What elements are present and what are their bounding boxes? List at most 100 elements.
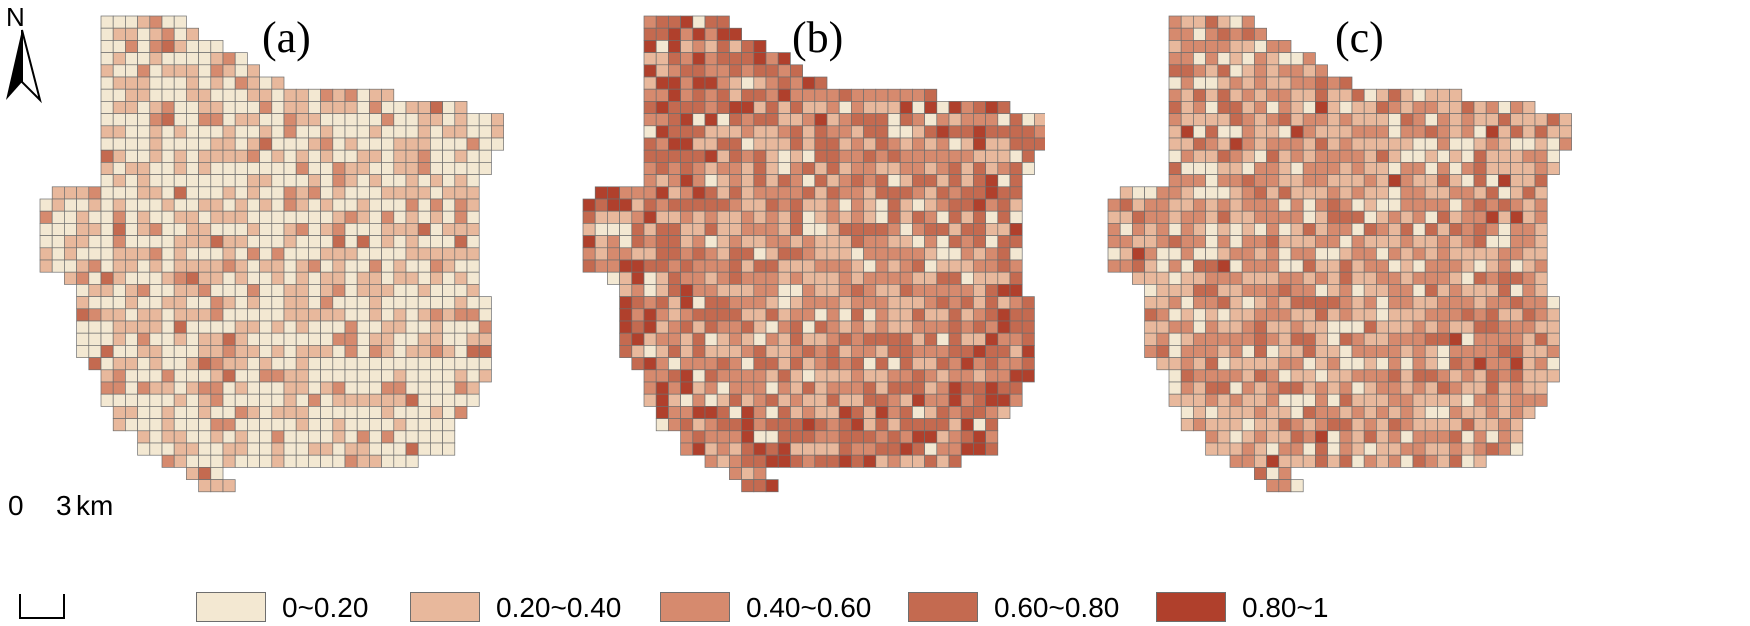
grid-cell — [88, 259, 102, 273]
grid-cell — [344, 186, 358, 200]
grid-cell — [173, 406, 187, 419]
grid-cell — [393, 101, 407, 114]
grid-cell — [222, 137, 236, 151]
grid-cell — [973, 345, 986, 358]
grid-cell — [985, 101, 999, 114]
grid-cell — [924, 137, 938, 151]
grid-cell — [680, 369, 694, 383]
grid-cell — [1461, 137, 1475, 151]
grid-cell — [1302, 284, 1316, 297]
grid-cell — [863, 308, 877, 322]
grid-cell — [985, 186, 999, 200]
grid-cell — [704, 40, 718, 53]
grid-cell — [332, 442, 346, 456]
grid-cell — [1534, 345, 1548, 358]
grid-cell — [1412, 174, 1426, 188]
grid-cell — [1473, 186, 1487, 200]
grid-cell — [997, 174, 1011, 188]
grid-cell — [198, 418, 212, 432]
grid-cell — [1193, 308, 1206, 322]
grid-cell — [1351, 186, 1365, 200]
grid-cell — [1351, 101, 1365, 114]
grid-cell — [137, 210, 151, 224]
grid-cell — [381, 186, 395, 200]
grid-cell — [283, 137, 297, 151]
grid-cell — [777, 137, 791, 151]
grid-cell — [643, 308, 657, 322]
grid-cell — [259, 76, 273, 90]
grid-cell — [1205, 40, 1219, 53]
grid-cell — [1241, 186, 1255, 200]
grid-cell — [1266, 235, 1280, 249]
grid-cell — [1217, 320, 1231, 334]
grid-cell — [643, 320, 657, 334]
grid-cell — [161, 345, 175, 358]
grid-cell — [753, 162, 767, 175]
grid-cell — [1266, 223, 1280, 236]
grid-cell — [137, 52, 151, 66]
grid-cell — [1290, 52, 1304, 66]
grid-cell — [1339, 76, 1353, 90]
grid-cell — [936, 247, 950, 261]
grid-cell — [936, 284, 950, 297]
grid-cell — [320, 284, 334, 297]
grid-cell — [259, 162, 273, 175]
grid-cell — [1510, 332, 1524, 346]
grid-cell — [753, 308, 767, 322]
grid-cell — [308, 406, 321, 419]
grid-cell — [1437, 284, 1450, 297]
grid-cell — [161, 418, 175, 432]
grid-cell — [1009, 198, 1023, 212]
grid-cell — [1534, 186, 1548, 200]
grid-cell — [1461, 393, 1475, 407]
grid-cell — [259, 357, 273, 371]
grid-cell — [1546, 113, 1560, 127]
grid-cell — [125, 345, 138, 358]
grid-cell — [1498, 332, 1511, 346]
grid-cell — [741, 284, 755, 297]
grid-cell — [1229, 223, 1243, 236]
grid-cell — [1290, 223, 1304, 236]
grid-cell — [442, 235, 456, 249]
grid-cell — [887, 125, 901, 139]
grid-cell — [369, 308, 382, 322]
grid-cell — [1534, 296, 1548, 310]
grid-cell — [1424, 357, 1438, 371]
grid-cell — [1388, 454, 1402, 468]
grid-cell — [1449, 357, 1463, 371]
grid-cell — [161, 381, 175, 395]
grid-cell — [417, 345, 431, 358]
grid-cell — [912, 369, 925, 383]
grid-cell — [936, 235, 950, 249]
grid-cell — [198, 454, 212, 468]
grid-cell — [1217, 113, 1231, 127]
grid-cell — [1388, 369, 1402, 383]
grid-cell — [912, 418, 925, 432]
grid-cell — [973, 332, 986, 346]
grid-cell — [1302, 296, 1316, 310]
grid-cell — [1534, 235, 1548, 249]
grid-cell — [741, 296, 755, 310]
grid-cell — [1290, 198, 1304, 212]
legend-label-4: 0.60~0.80 — [994, 592, 1120, 623]
grid-cell — [149, 357, 163, 371]
grid-cell — [680, 320, 694, 334]
grid-cell — [1485, 369, 1499, 383]
grid-cell — [1437, 149, 1450, 163]
grid-cell — [308, 247, 321, 261]
grid-cell — [430, 210, 443, 224]
grid-cell — [198, 235, 212, 249]
grid-cell — [234, 52, 248, 66]
grid-cell — [1205, 52, 1219, 66]
grid-cell — [173, 162, 187, 175]
grid-cell — [1156, 332, 1170, 346]
grid-cell — [344, 210, 358, 224]
scale-bar — [19, 594, 65, 619]
grid-cell — [1363, 345, 1377, 358]
grid-cell — [1302, 149, 1316, 163]
grid-cell — [838, 125, 852, 139]
grid-cell — [1376, 137, 1389, 151]
grid-cell — [308, 284, 321, 297]
grid-cell — [619, 271, 633, 285]
grid-cell — [1485, 162, 1499, 175]
